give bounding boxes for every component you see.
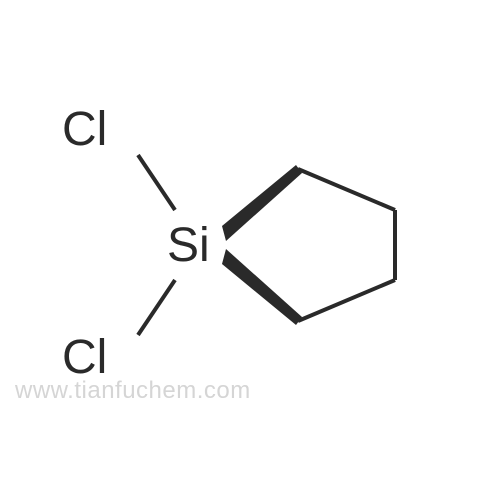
atom-cl1: Cl xyxy=(62,102,107,157)
bond-si-c4-wedge xyxy=(222,249,302,325)
watermark-text: www.tianfuchem.com xyxy=(15,377,251,405)
bond-si-c1-wedge xyxy=(222,165,302,241)
atom-si: Si xyxy=(167,218,210,273)
bond-si-cl1 xyxy=(138,155,175,210)
bond-si-cl2 xyxy=(138,280,175,335)
bond-c1-c2 xyxy=(298,169,395,210)
molecule-structure xyxy=(0,0,500,500)
molecule-diagram: Si Cl Cl www.tianfuchem.com xyxy=(0,0,500,500)
bond-c3-c4 xyxy=(298,280,395,321)
